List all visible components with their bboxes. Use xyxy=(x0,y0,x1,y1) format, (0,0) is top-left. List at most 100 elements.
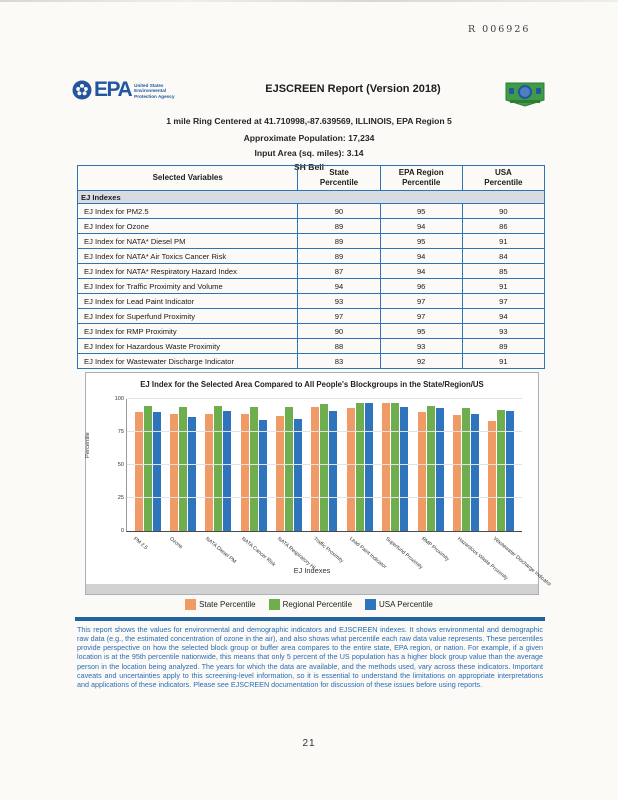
report-header: EPA United States Environmental Protecti… xyxy=(72,79,546,172)
epa-region-percentile-value: 95 xyxy=(379,323,463,339)
legend-label: USA Percentile xyxy=(379,600,433,609)
state-percentile-value: 83 xyxy=(297,353,381,369)
column-header-state-percentile: State Percentile xyxy=(297,165,381,191)
bar xyxy=(329,410,338,531)
gridline xyxy=(127,497,522,498)
column-header-line: USA xyxy=(494,168,512,178)
epa-logo: EPA United States Environmental Protecti… xyxy=(72,79,202,105)
bar xyxy=(400,406,409,531)
state-percentile-value: 97 xyxy=(297,308,381,324)
bar xyxy=(382,402,391,531)
column-header-line: Percentile xyxy=(319,178,359,187)
column-header-line: Percentile xyxy=(484,178,523,187)
variable-label: EJ Index for Hazardous Waste Proximity xyxy=(76,338,299,354)
usa-percentile-value: 91 xyxy=(461,233,546,249)
y-tick-label: 100 xyxy=(114,396,124,402)
state-percentile-value: 89 xyxy=(297,218,381,234)
gridline xyxy=(127,464,522,465)
divider-rule xyxy=(75,617,545,621)
bar-group xyxy=(484,399,519,531)
y-tick-label: 50 xyxy=(117,462,124,468)
variable-label: EJ Index for Wastewater Discharge Indica… xyxy=(76,353,299,369)
variable-label: EJ Index for Lead Paint Indicator xyxy=(76,293,299,309)
table-row: EJ Index for NATA* Air Toxics Cancer Ris… xyxy=(76,248,546,264)
x-tick-label: NATA Diesel PM xyxy=(204,536,238,565)
epa-region-percentile-value: 93 xyxy=(379,338,463,354)
chart-title: EJ Index for the Selected Area Compared … xyxy=(140,380,484,389)
y-tick-label: 25 xyxy=(117,495,124,501)
bar-group xyxy=(448,399,483,531)
usa-percentile-value: 91 xyxy=(461,353,546,369)
x-tick-label: Traffic Proximity xyxy=(312,536,345,565)
column-header-line: EPA Region xyxy=(398,168,444,178)
usa-percentile-value: 85 xyxy=(461,263,546,279)
bar xyxy=(452,414,461,531)
table-row: EJ Index for NATA* Respiratory Hazard In… xyxy=(76,263,546,279)
usa-percentile-value: 91 xyxy=(461,278,546,294)
legend-label: Regional Percentile xyxy=(282,600,353,609)
variable-label: EJ Index for Traffic Proximity and Volum… xyxy=(76,278,299,294)
column-header-selected-variables: Selected Variables xyxy=(76,165,299,191)
legend-label: State Percentile xyxy=(199,600,256,609)
bar xyxy=(470,413,479,531)
table-row: EJ Index for Wastewater Discharge Indica… xyxy=(76,353,546,369)
legend-swatch-icon xyxy=(365,599,377,610)
bar xyxy=(240,413,249,531)
table-row: EJ Index for PM2.5 90 95 90 xyxy=(76,203,546,219)
state-percentile-value: 89 xyxy=(297,233,381,249)
bar xyxy=(488,421,497,531)
chart-groups xyxy=(127,399,522,531)
bar xyxy=(294,418,303,531)
bar xyxy=(461,408,470,531)
bar xyxy=(311,406,320,531)
bar xyxy=(285,406,294,531)
epa-region-percentile-value: 94 xyxy=(379,218,463,234)
table-row: EJ Index for Traffic Proximity and Volum… xyxy=(76,278,546,294)
bar-group xyxy=(130,399,165,531)
table-row: EJ Index for RMP Proximity 90 95 93 xyxy=(76,323,546,339)
bar xyxy=(346,408,355,531)
epa-region-percentile-value: 95 xyxy=(379,203,463,219)
document-stamp: R 006926 xyxy=(468,24,531,35)
population-line: Approximate Population: 17,234 xyxy=(243,133,375,143)
disclaimer-text: This report shows the values for environ… xyxy=(77,625,543,689)
legend-item: Regional Percentile xyxy=(268,599,353,610)
variable-label: EJ Index for RMP Proximity xyxy=(76,323,299,339)
epa-agency-text: United States Environmental Protection A… xyxy=(134,83,175,99)
table-row: EJ Index for NATA* Diesel PM 89 95 91 xyxy=(76,233,546,249)
state-percentile-value: 88 xyxy=(297,338,381,354)
state-percentile-value: 89 xyxy=(297,248,381,264)
bar xyxy=(364,402,373,531)
bar xyxy=(258,420,267,531)
variable-label: EJ Index for NATA* Air Toxics Cancer Ris… xyxy=(76,248,299,264)
gridline xyxy=(127,431,522,432)
legend-item: USA Percentile xyxy=(365,599,433,610)
chart-plot: 0 25 50 75 100 xyxy=(115,396,522,534)
y-tick-label: 0 xyxy=(120,528,124,534)
bar xyxy=(426,405,435,531)
epa-region-percentile-value: 96 xyxy=(379,278,463,294)
usa-percentile-value: 84 xyxy=(461,248,546,264)
bar-group xyxy=(378,399,413,531)
bar-group xyxy=(307,399,342,531)
epa-region-percentile-value: 92 xyxy=(379,353,463,369)
bar xyxy=(134,412,143,531)
y-axis-label: Percentile xyxy=(85,432,91,458)
x-tick-label: NATA Cancer Risk xyxy=(240,536,277,568)
ejscreen-badge-icon xyxy=(504,80,546,108)
table-section-row: EJ Indexes xyxy=(77,190,545,204)
bar xyxy=(506,410,515,531)
state-percentile-value: 94 xyxy=(297,278,381,294)
chart-legend: State Percentile Regional Percentile USA P… xyxy=(0,599,618,610)
epa-region-percentile-value: 95 xyxy=(379,233,463,249)
bar-group xyxy=(413,399,448,531)
chart-bottom-strip-artifact xyxy=(86,584,538,594)
bar xyxy=(276,416,285,531)
state-percentile-value: 90 xyxy=(297,203,381,219)
bar-group xyxy=(271,399,306,531)
variable-label: EJ Index for Ozone xyxy=(76,218,299,234)
usa-percentile-value: 90 xyxy=(461,203,546,219)
bar xyxy=(391,402,400,531)
bar-group xyxy=(165,399,200,531)
